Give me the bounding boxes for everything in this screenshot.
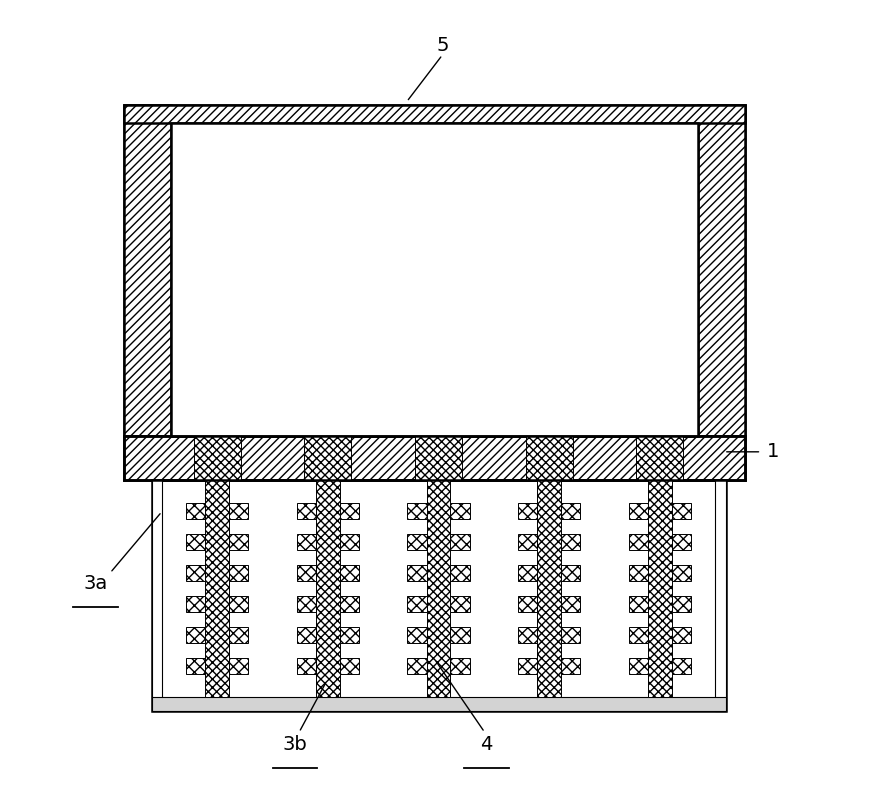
Polygon shape bbox=[151, 697, 726, 711]
Polygon shape bbox=[340, 502, 359, 518]
Polygon shape bbox=[296, 502, 316, 518]
Polygon shape bbox=[526, 436, 573, 480]
Polygon shape bbox=[407, 502, 427, 518]
Polygon shape bbox=[205, 480, 229, 697]
Polygon shape bbox=[186, 596, 205, 612]
Polygon shape bbox=[672, 626, 691, 642]
Polygon shape bbox=[194, 436, 241, 480]
Polygon shape bbox=[648, 480, 672, 697]
Polygon shape bbox=[450, 658, 470, 674]
Polygon shape bbox=[172, 122, 697, 436]
Polygon shape bbox=[296, 658, 316, 674]
Polygon shape bbox=[628, 658, 648, 674]
Polygon shape bbox=[518, 534, 537, 550]
Text: 3a: 3a bbox=[83, 574, 108, 593]
Polygon shape bbox=[672, 596, 691, 612]
Polygon shape bbox=[561, 658, 581, 674]
Polygon shape bbox=[561, 502, 581, 518]
Polygon shape bbox=[636, 436, 683, 480]
Polygon shape bbox=[518, 626, 537, 642]
Polygon shape bbox=[561, 534, 581, 550]
Polygon shape bbox=[229, 596, 249, 612]
Polygon shape bbox=[672, 534, 691, 550]
Polygon shape bbox=[229, 626, 249, 642]
Polygon shape bbox=[415, 436, 462, 480]
Polygon shape bbox=[186, 565, 205, 581]
Polygon shape bbox=[304, 436, 351, 480]
Polygon shape bbox=[407, 596, 427, 612]
Polygon shape bbox=[229, 534, 249, 550]
Polygon shape bbox=[407, 658, 427, 674]
Text: 4: 4 bbox=[481, 735, 493, 754]
Polygon shape bbox=[628, 534, 648, 550]
Polygon shape bbox=[561, 596, 581, 612]
Text: 5: 5 bbox=[436, 36, 449, 54]
Polygon shape bbox=[450, 502, 470, 518]
Polygon shape bbox=[628, 626, 648, 642]
Polygon shape bbox=[697, 105, 745, 436]
Polygon shape bbox=[537, 480, 561, 697]
Polygon shape bbox=[296, 596, 316, 612]
Polygon shape bbox=[561, 626, 581, 642]
Polygon shape bbox=[672, 565, 691, 581]
Polygon shape bbox=[518, 502, 537, 518]
Polygon shape bbox=[186, 626, 205, 642]
Polygon shape bbox=[340, 534, 359, 550]
Polygon shape bbox=[450, 626, 470, 642]
Polygon shape bbox=[186, 534, 205, 550]
Polygon shape bbox=[628, 596, 648, 612]
Polygon shape bbox=[340, 626, 359, 642]
Polygon shape bbox=[124, 436, 745, 480]
Polygon shape bbox=[518, 565, 537, 581]
Polygon shape bbox=[715, 480, 726, 711]
Polygon shape bbox=[450, 596, 470, 612]
Polygon shape bbox=[450, 565, 470, 581]
Polygon shape bbox=[124, 105, 172, 436]
Polygon shape bbox=[340, 596, 359, 612]
Polygon shape bbox=[124, 105, 745, 122]
Text: 1: 1 bbox=[767, 442, 780, 462]
Polygon shape bbox=[407, 534, 427, 550]
Polygon shape bbox=[407, 565, 427, 581]
Polygon shape bbox=[628, 502, 648, 518]
Text: 3b: 3b bbox=[282, 735, 307, 754]
Polygon shape bbox=[296, 534, 316, 550]
Polygon shape bbox=[296, 565, 316, 581]
Polygon shape bbox=[672, 502, 691, 518]
Polygon shape bbox=[229, 502, 249, 518]
Polygon shape bbox=[518, 658, 537, 674]
Polygon shape bbox=[561, 565, 581, 581]
Polygon shape bbox=[450, 534, 470, 550]
Polygon shape bbox=[186, 502, 205, 518]
Polygon shape bbox=[296, 626, 316, 642]
Polygon shape bbox=[229, 565, 249, 581]
Polygon shape bbox=[672, 658, 691, 674]
Polygon shape bbox=[340, 658, 359, 674]
Polygon shape bbox=[628, 565, 648, 581]
Polygon shape bbox=[518, 596, 537, 612]
Polygon shape bbox=[186, 658, 205, 674]
Polygon shape bbox=[407, 626, 427, 642]
Polygon shape bbox=[229, 658, 249, 674]
Polygon shape bbox=[340, 565, 359, 581]
Polygon shape bbox=[151, 480, 162, 711]
Polygon shape bbox=[316, 480, 340, 697]
Polygon shape bbox=[427, 480, 450, 697]
